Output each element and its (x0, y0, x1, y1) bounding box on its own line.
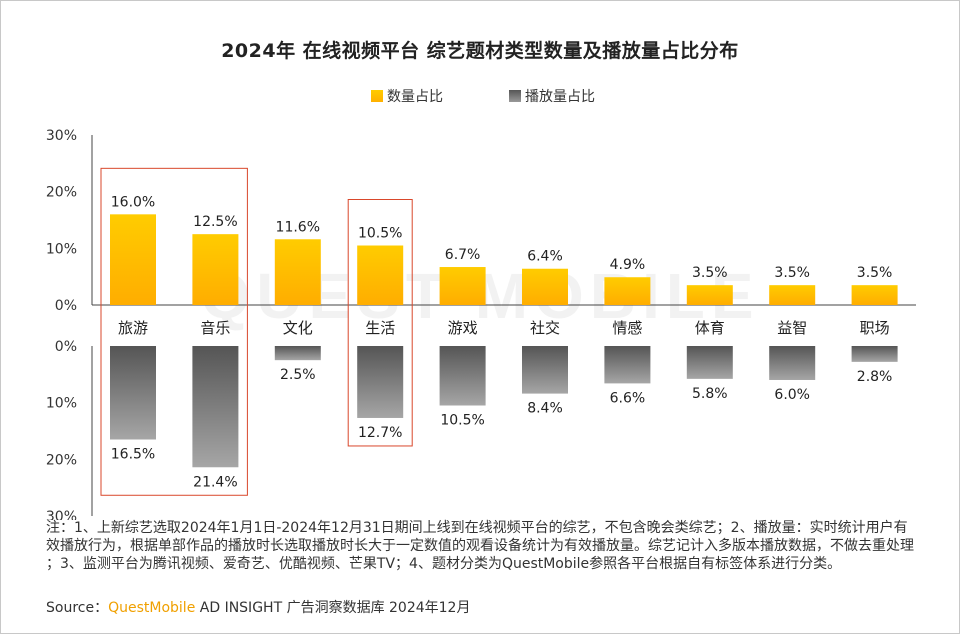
source-suffix: AD INSIGHT 广告洞察数据库 2024年12月 (195, 600, 471, 616)
highlight-box (100, 167, 248, 496)
play-data-label: 8.4% (527, 401, 563, 417)
highlight-box (347, 199, 413, 447)
source-line: Source：QuestMobile AD INSIGHT 广告洞察数据库 20… (46, 597, 470, 617)
category-label: 音乐 (200, 319, 230, 337)
bottom-y-tick-label: 20% (46, 452, 77, 468)
count-data-label: 10.5% (358, 226, 402, 242)
category-label: 社交 (530, 319, 560, 337)
top-y-tick-label: 20% (46, 185, 77, 201)
play-bar (192, 346, 239, 468)
count-bar (439, 267, 486, 305)
legend-label-count: 数量占比 (387, 89, 443, 105)
play-bar (686, 346, 733, 379)
play-bar (851, 346, 898, 362)
play-bar (357, 346, 404, 418)
count-data-label: 6.4% (527, 249, 563, 265)
count-data-label: 16.0% (111, 194, 155, 210)
count-bar (192, 234, 239, 305)
source-prefix: Source： (46, 600, 109, 616)
count-bar (357, 245, 404, 305)
count-data-label: 3.5% (692, 265, 728, 281)
footnote: 注：1、上新综艺选取2024年1月1日-2024年12月31日期间上线到在线视频… (46, 520, 914, 572)
play-bar (604, 346, 651, 384)
legend-item-count: 数量占比 (371, 86, 443, 106)
count-bar (686, 285, 733, 305)
bottom-y-tick-label: 30% (46, 509, 77, 520)
category-label: 游戏 (448, 319, 478, 337)
play-data-label: 10.5% (440, 413, 484, 429)
chart-plot: QUEST MOBILE 0%10%20%30%0%10%20%30% 16.0… (46, 128, 916, 520)
legend-label-play: 播放量占比 (525, 89, 595, 105)
count-data-label: 4.9% (610, 257, 646, 273)
bottom-y-tick-label: 0% (55, 339, 77, 355)
count-data-label: 3.5% (857, 265, 893, 281)
category-label: 情感 (612, 319, 642, 337)
category-label: 职场 (860, 319, 890, 337)
count-data-label: 11.6% (276, 219, 320, 235)
category-label: 体育 (695, 319, 725, 337)
bottom-y-tick-label: 10% (46, 396, 77, 412)
count-bar (110, 214, 156, 305)
play-data-label: 12.7% (358, 425, 402, 441)
category-label: 文化 (283, 319, 313, 337)
count-bar (522, 268, 568, 305)
legend-swatch-play (509, 90, 521, 102)
top-y-tick-label: 10% (46, 241, 77, 257)
play-bar (769, 346, 816, 380)
count-bar (274, 239, 321, 305)
category-label: 益智 (777, 319, 807, 337)
category-label: 生活 (365, 319, 395, 337)
source-brand: QuestMobile (108, 600, 196, 616)
count-data-label: 6.7% (445, 247, 481, 263)
legend-swatch-count (371, 90, 383, 102)
play-bar (274, 346, 321, 361)
category-label: 旅游 (118, 319, 148, 337)
chart-title: 2024年 在线视频平台 综艺题材类型数量及播放量占比分布 (221, 40, 739, 62)
count-bar (604, 277, 651, 305)
top-y-tick-label: 30% (46, 128, 77, 144)
play-data-label: 6.6% (610, 390, 646, 406)
count-data-label: 3.5% (774, 265, 810, 281)
count-bar (769, 285, 816, 305)
legend-item-play: 播放量占比 (509, 86, 595, 106)
play-data-label: 5.8% (692, 386, 728, 402)
play-data-label: 16.5% (111, 447, 155, 463)
top-y-tick-label: 0% (55, 298, 77, 314)
play-bar (439, 346, 486, 406)
play-bar (522, 346, 568, 394)
count-bar (851, 285, 898, 305)
play-data-label: 2.5% (280, 367, 316, 383)
play-bar (110, 346, 156, 440)
play-data-label: 21.4% (193, 474, 237, 490)
play-data-label: 2.8% (857, 369, 893, 385)
play-data-label: 6.0% (774, 387, 810, 403)
count-data-label: 12.5% (193, 214, 237, 230)
